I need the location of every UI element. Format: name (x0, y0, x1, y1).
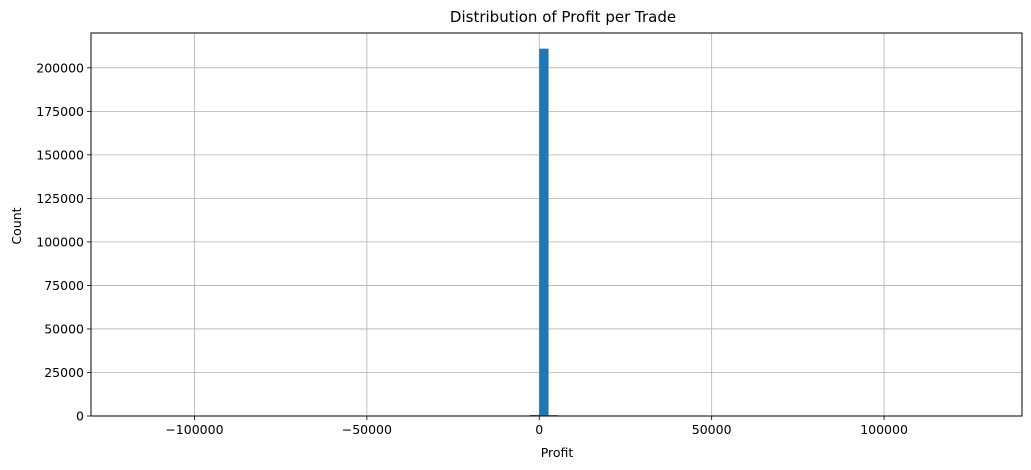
y-tick-label: 50000 (44, 321, 84, 336)
chart-title: Distribution of Profit per Trade (450, 8, 676, 26)
axes-frame (90, 32, 1023, 417)
y-tick-label: 150000 (36, 147, 84, 162)
histogram-bar (529, 414, 540, 416)
histogram-bar (539, 48, 549, 416)
y-tick-label: 175000 (36, 104, 84, 119)
x-tick-label: 0 (535, 422, 543, 437)
x-tick-label: −50000 (342, 422, 392, 437)
x-tick-label: −100000 (165, 422, 223, 437)
x-tick-label: 50000 (692, 422, 732, 437)
y-tick-label: 200000 (36, 60, 84, 75)
y-tick-label: 125000 (36, 191, 84, 206)
y-tick-label: 25000 (44, 365, 84, 380)
y-tick-label: 0 (76, 409, 84, 424)
x-axis-label: Profit (541, 445, 574, 460)
ticks-layer: −100000 −50000 0 50000 100000 0 25000 50000 7500… (36, 60, 908, 437)
y-axis-label: Count (9, 207, 24, 244)
y-tick-label: 75000 (44, 278, 84, 293)
y-tick-label: 100000 (36, 234, 84, 249)
x-tick-label: 100000 (860, 422, 908, 437)
